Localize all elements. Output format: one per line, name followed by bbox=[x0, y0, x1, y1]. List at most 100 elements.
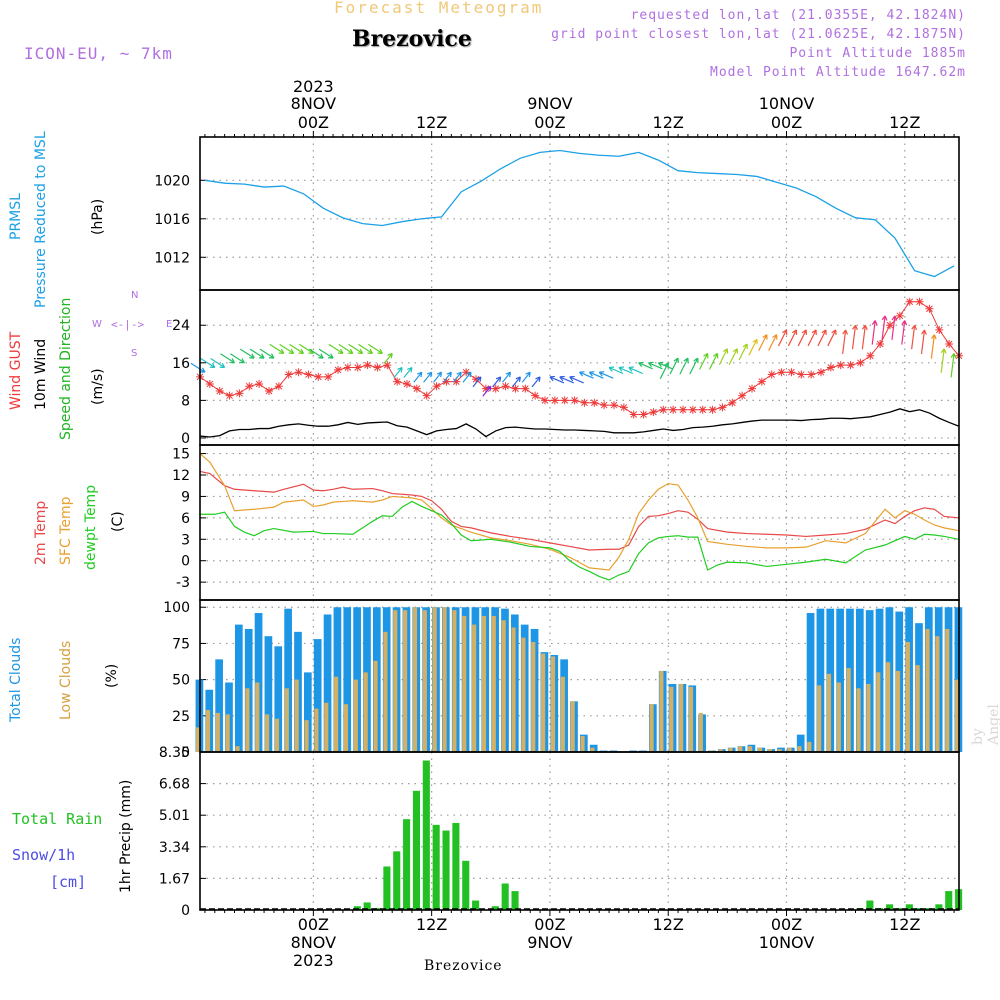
top-time-label: 12Z bbox=[653, 113, 684, 132]
low-cloud-bar bbox=[757, 747, 763, 752]
bottom-time-label: 00Z bbox=[534, 915, 565, 934]
model-altitude: Model Point Altitude 1647.62m bbox=[710, 65, 966, 80]
bottom-time-label: 12Z bbox=[889, 915, 920, 934]
gust-marker bbox=[511, 384, 520, 393]
wind-direction-arrow bbox=[708, 352, 719, 370]
location-title: Brezovice bbox=[352, 26, 472, 52]
low-cloud-bar bbox=[787, 747, 792, 752]
wind-direction-arrow bbox=[239, 348, 255, 359]
top-time-label: 9NOV bbox=[527, 94, 572, 113]
wind-direction-arrow bbox=[393, 366, 403, 378]
gust-marker bbox=[432, 382, 441, 391]
gust-marker bbox=[925, 304, 934, 313]
gridpoint-coords: grid point closest lon,lat (21.0625E, 42… bbox=[551, 27, 966, 42]
gust-marker bbox=[895, 311, 904, 320]
gust-marker bbox=[610, 401, 618, 410]
total-cloud-bar bbox=[796, 734, 805, 752]
gust-marker bbox=[580, 398, 589, 407]
low-cloud-bar bbox=[846, 668, 851, 752]
wind-direction-arrow bbox=[433, 371, 443, 383]
bottom-time-label: 2023 bbox=[293, 951, 334, 970]
wind-direction-arrow bbox=[328, 343, 344, 355]
gust-marker bbox=[659, 405, 668, 414]
low-cloud-bar bbox=[570, 701, 575, 752]
wind-direction-arrow bbox=[452, 371, 462, 383]
compass-arrows: <-|-> bbox=[111, 318, 145, 331]
low-cloud-bar bbox=[284, 688, 289, 752]
wind-direction-arrow bbox=[842, 329, 849, 354]
ytick-label: 12 bbox=[172, 468, 190, 484]
ytick-label: 50 bbox=[172, 673, 190, 689]
wind-direction-arrow bbox=[679, 357, 689, 375]
gust-line bbox=[199, 301, 960, 415]
low-cloud-bar bbox=[955, 679, 960, 752]
wind-direction-arrow bbox=[383, 352, 393, 364]
low-cloud-bar bbox=[718, 749, 723, 752]
clouds-low-label: Low Clouds bbox=[58, 640, 74, 720]
wind-direction-arrow bbox=[669, 357, 679, 375]
rain-bar bbox=[393, 851, 401, 910]
rain-bar bbox=[886, 904, 894, 910]
wind-direction-arrow bbox=[940, 348, 947, 373]
low-cloud-bar bbox=[797, 746, 802, 752]
rain-bar bbox=[363, 902, 371, 910]
wind-direction-arrow bbox=[220, 353, 236, 364]
rain-bar bbox=[945, 891, 953, 910]
low-cloud-bar bbox=[748, 746, 753, 752]
low-cloud-bar bbox=[521, 637, 526, 752]
low-cloud-bar bbox=[403, 610, 408, 752]
gust-marker bbox=[225, 391, 234, 400]
gust-marker bbox=[807, 370, 816, 379]
ytick-label: 1012 bbox=[154, 250, 190, 266]
total-cloud-bar bbox=[215, 659, 223, 752]
gust-marker bbox=[481, 384, 490, 393]
low-cloud-bar bbox=[541, 653, 546, 752]
temp-sfc-label: SFC Temp bbox=[58, 496, 74, 565]
gust-marker bbox=[856, 358, 865, 367]
wind-direction-arrow bbox=[657, 361, 673, 370]
gust-marker bbox=[679, 405, 687, 414]
gust-marker bbox=[649, 408, 658, 417]
rain-label: Total Rain bbox=[12, 810, 103, 828]
bottom-time-label: 12Z bbox=[653, 915, 684, 934]
total-cloud-bar bbox=[274, 646, 283, 752]
bottom-time-label: 8NOV bbox=[291, 933, 336, 952]
total-cloud-bar bbox=[343, 607, 352, 752]
gust-marker bbox=[886, 321, 894, 330]
wind-direction-arrow bbox=[289, 343, 305, 355]
gust-marker bbox=[521, 384, 530, 393]
low-cloud-bar bbox=[659, 670, 664, 752]
requested-coords: requested lon,lat (21.0355E, 42.1824N) bbox=[630, 8, 966, 23]
low-cloud-bar bbox=[649, 704, 654, 752]
wind-direction-arrow bbox=[871, 320, 878, 345]
wind-direction-arrow bbox=[648, 361, 663, 370]
gust-marker bbox=[334, 365, 342, 374]
low-cloud-bar bbox=[669, 686, 674, 752]
wind-direction-arrow bbox=[827, 329, 837, 347]
wind-direction-arrow bbox=[502, 371, 512, 383]
rain-bar bbox=[511, 891, 519, 910]
wind-direction-arrow bbox=[748, 338, 758, 356]
rain-bar bbox=[501, 883, 509, 910]
wind-direction-arrow bbox=[569, 375, 584, 384]
total-cloud-bar bbox=[836, 608, 844, 752]
gust-marker bbox=[935, 325, 944, 334]
ytick-label: -3 bbox=[176, 575, 190, 591]
ytick-label: 9 bbox=[181, 489, 190, 505]
wind-direction-arrow bbox=[817, 329, 827, 347]
gust-marker bbox=[945, 340, 954, 349]
low-cloud-bar bbox=[373, 660, 378, 752]
total-cloud-bar bbox=[234, 624, 243, 752]
rain-bar bbox=[432, 824, 440, 910]
gust-marker bbox=[836, 361, 845, 370]
total-cloud-bar bbox=[313, 639, 322, 752]
ytick-label: 0 bbox=[181, 554, 190, 570]
total-cloud-bar bbox=[264, 636, 273, 752]
low-cloud-bar bbox=[886, 662, 891, 752]
gust-marker bbox=[708, 405, 717, 414]
gust-marker bbox=[442, 377, 451, 386]
total-cloud-bar bbox=[865, 610, 874, 752]
meteogram-title: Forecast Meteogram bbox=[334, 0, 544, 17]
wind10-label: 10m Wind bbox=[33, 338, 49, 410]
